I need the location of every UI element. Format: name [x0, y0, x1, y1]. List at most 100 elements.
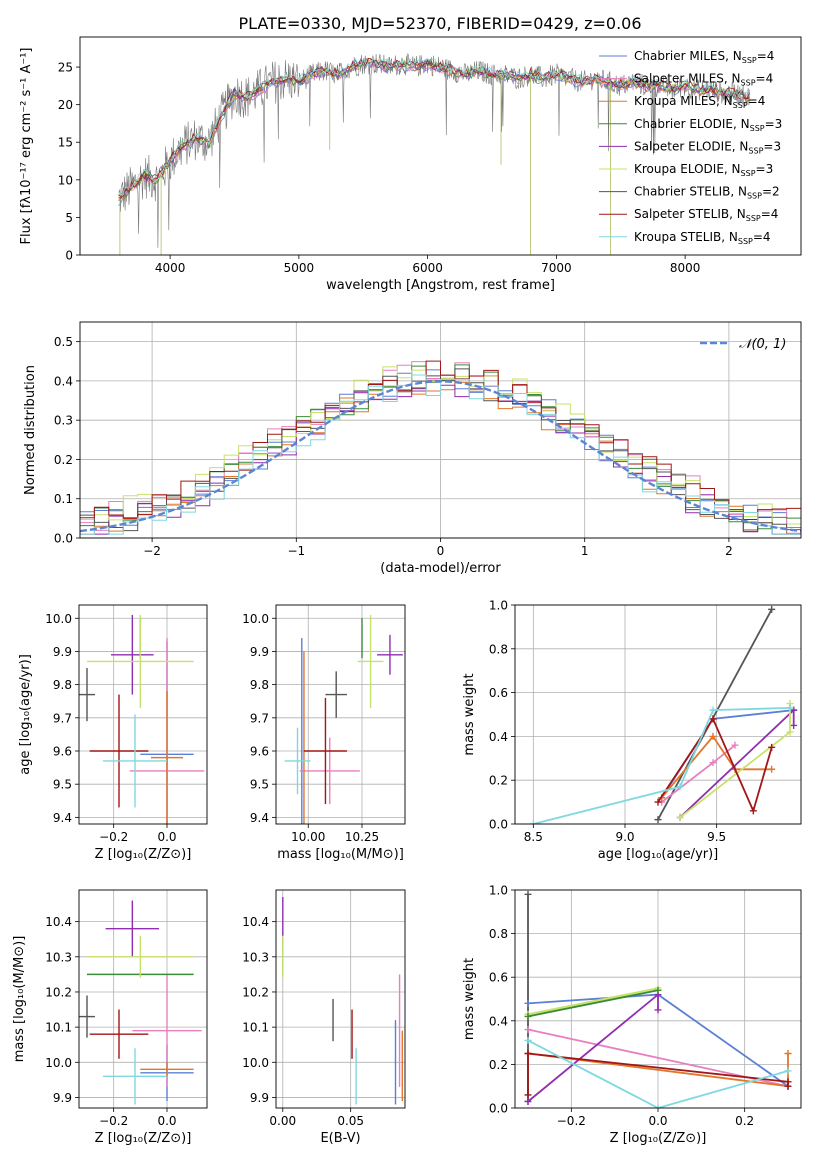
weight-marker: [654, 816, 662, 824]
y-tick-label: 10.4: [242, 915, 269, 929]
weight-marker: [786, 728, 794, 736]
x-axis-label: age [log₁₀(age/yr)]: [598, 847, 719, 862]
y-tick-label: 9.8: [53, 678, 72, 692]
y-axis-label: age [log₁₀(age/yr)]: [18, 654, 33, 775]
spectrum-plot-area: [118, 52, 750, 255]
histogram-series: [80, 374, 801, 535]
age_vs_mass-axes: 10.00 10.25 9.4 9.5 9.6 9.7 9.8 9.9 10.0 mass [lo…: [242, 604, 406, 862]
x-tick-label: 0.0: [648, 1114, 667, 1128]
errorbar-point: [89, 1009, 149, 1059]
weight-line: [527, 1039, 789, 1108]
y-tick-label: 0.2: [489, 1058, 508, 1072]
y-tick-label: 10.2: [242, 985, 269, 999]
residuals-axes: −2 −1 0 1 2 0.0 0.1 0.2 0.3 0.4 0.5 (data-model)/er…: [23, 321, 802, 576]
x-tick-label: −0.2: [99, 1114, 128, 1128]
y-tick-label: 9.8: [250, 678, 269, 692]
x-tick-label: −0.2: [99, 830, 128, 844]
weight-series: [654, 605, 776, 824]
massweight_vs_age-axes: 8.5 9.0 9.5 0.0 0.2 0.4 0.6 0.8 1.0 age [log₁₀(ag…: [462, 599, 802, 862]
residual-legend: 𝒩(0, 1): [700, 337, 786, 352]
normal-curve: [80, 380, 801, 533]
weight-marker: [786, 704, 794, 712]
y-tick-label: 9.4: [250, 811, 269, 825]
weight-marker: [768, 605, 776, 613]
errorbar-point: [377, 634, 403, 675]
y-tick-label: 5: [65, 211, 73, 225]
age_vs_Z-plot-area: [79, 614, 205, 824]
y-tick-label: 0.6: [489, 971, 508, 985]
y-tick-label: 0.0: [489, 1102, 508, 1116]
x-axis-label: (data-model)/error: [380, 561, 501, 576]
y-tick-label: 10.2: [45, 985, 72, 999]
legend-entry: Kroupa MILES, NSSP=4: [634, 94, 765, 110]
y-tick-label: 0.8: [489, 642, 508, 656]
weight-marker: [709, 715, 717, 723]
weight-marker: [784, 1082, 792, 1090]
legend-entry: Salpeter STELIB, NSSP=4: [634, 207, 778, 223]
weight-marker: [524, 1097, 532, 1105]
weight-marker: [654, 1104, 662, 1108]
weight-marker: [654, 1006, 662, 1014]
x-axis-label: mass [log₁₀(M/M⊙)]: [277, 847, 404, 862]
y-tick-label: 0.4: [489, 730, 508, 744]
weight-marker: [676, 783, 684, 791]
errorbar-point: [79, 995, 95, 1038]
weight-marker: [524, 1036, 532, 1044]
weight-series: [524, 1036, 792, 1108]
weight-series: [529, 704, 794, 824]
y-tick-label: 0.3: [54, 414, 73, 428]
weight-marker: [524, 999, 532, 1007]
x-tick-label: 0.00: [269, 1114, 296, 1128]
weight-marker: [524, 1012, 532, 1020]
y-tick-label: 9.9: [250, 645, 269, 659]
y-tick-label: 0: [65, 249, 73, 263]
y-tick-label: 10.1: [45, 1021, 72, 1035]
x-tick-label: 0.05: [337, 1114, 364, 1128]
y-tick-label: 9.9: [53, 1091, 72, 1105]
mass_vs_ebv-frame: [275, 889, 406, 1109]
histogram-series: [80, 368, 801, 532]
weight-marker: [768, 743, 776, 751]
x-tick-label: 0.2: [735, 1114, 754, 1128]
x-tick-label: −2: [143, 544, 161, 558]
weight-marker: [784, 1050, 792, 1057]
massweight_vs_Z-plot-area: [524, 890, 792, 1108]
x-tick-label: 5000: [284, 261, 315, 275]
y-tick-label: 20: [58, 98, 73, 112]
y-tick-label: 9.9: [250, 1091, 269, 1105]
errorbar-point: [111, 614, 154, 695]
weight-marker: [709, 732, 717, 740]
weight-marker: [524, 1050, 532, 1057]
y-tick-label: 15: [58, 136, 73, 150]
figure-title: PLATE=0330, MJD=52370, FIBERID=0429, z=0…: [238, 14, 641, 33]
spectrum-legend: Chabrier MILES, NSSP=4 Salpeter MILES, NS…: [599, 49, 782, 246]
errorbar-point: [151, 691, 183, 824]
legend-entry: 𝒩(0, 1): [739, 337, 786, 352]
histogram-series: [80, 360, 801, 520]
y-tick-label: 9.7: [250, 711, 269, 725]
weight-line: [533, 707, 791, 824]
x-axis-label: Z [log₁₀(Z/Z⊙)]: [95, 1131, 192, 1146]
errorbar-point: [103, 1048, 167, 1105]
age_vs_Z-axes: −0.2 0.0 9.4 9.5 9.6 9.7 9.8 9.9 10.0 Z [log₁₀(Z/…: [18, 604, 208, 862]
errorbar-point: [303, 697, 347, 805]
y-tick-label: 1.0: [489, 599, 508, 613]
errorbar-point: [299, 737, 360, 805]
y-tick-label: 25: [58, 61, 73, 75]
legend-entry: Chabrier STELIB, NSSP=2: [634, 185, 780, 201]
weight-series: [524, 986, 662, 1020]
weight-line: [661, 734, 772, 799]
y-tick-label: 0.8: [489, 927, 508, 941]
x-tick-label: 2: [725, 544, 733, 558]
y-tick-label: 0.2: [54, 453, 73, 467]
errorbar-point: [325, 671, 347, 718]
y-tick-label: 9.6: [250, 745, 269, 759]
age_vs_Z-frame: [78, 604, 208, 825]
legend-entry: Salpeter MILES, NSSP=4: [634, 72, 773, 88]
x-tick-label: 1: [581, 544, 589, 558]
legend-entry: Kroupa STELIB, NSSP=4: [634, 230, 771, 246]
y-tick-label: 0.4: [489, 1014, 508, 1028]
weight-series: [676, 700, 794, 821]
y-tick-label: 9.5: [53, 778, 72, 792]
massweight_vs_age-plot-area: [529, 605, 798, 824]
